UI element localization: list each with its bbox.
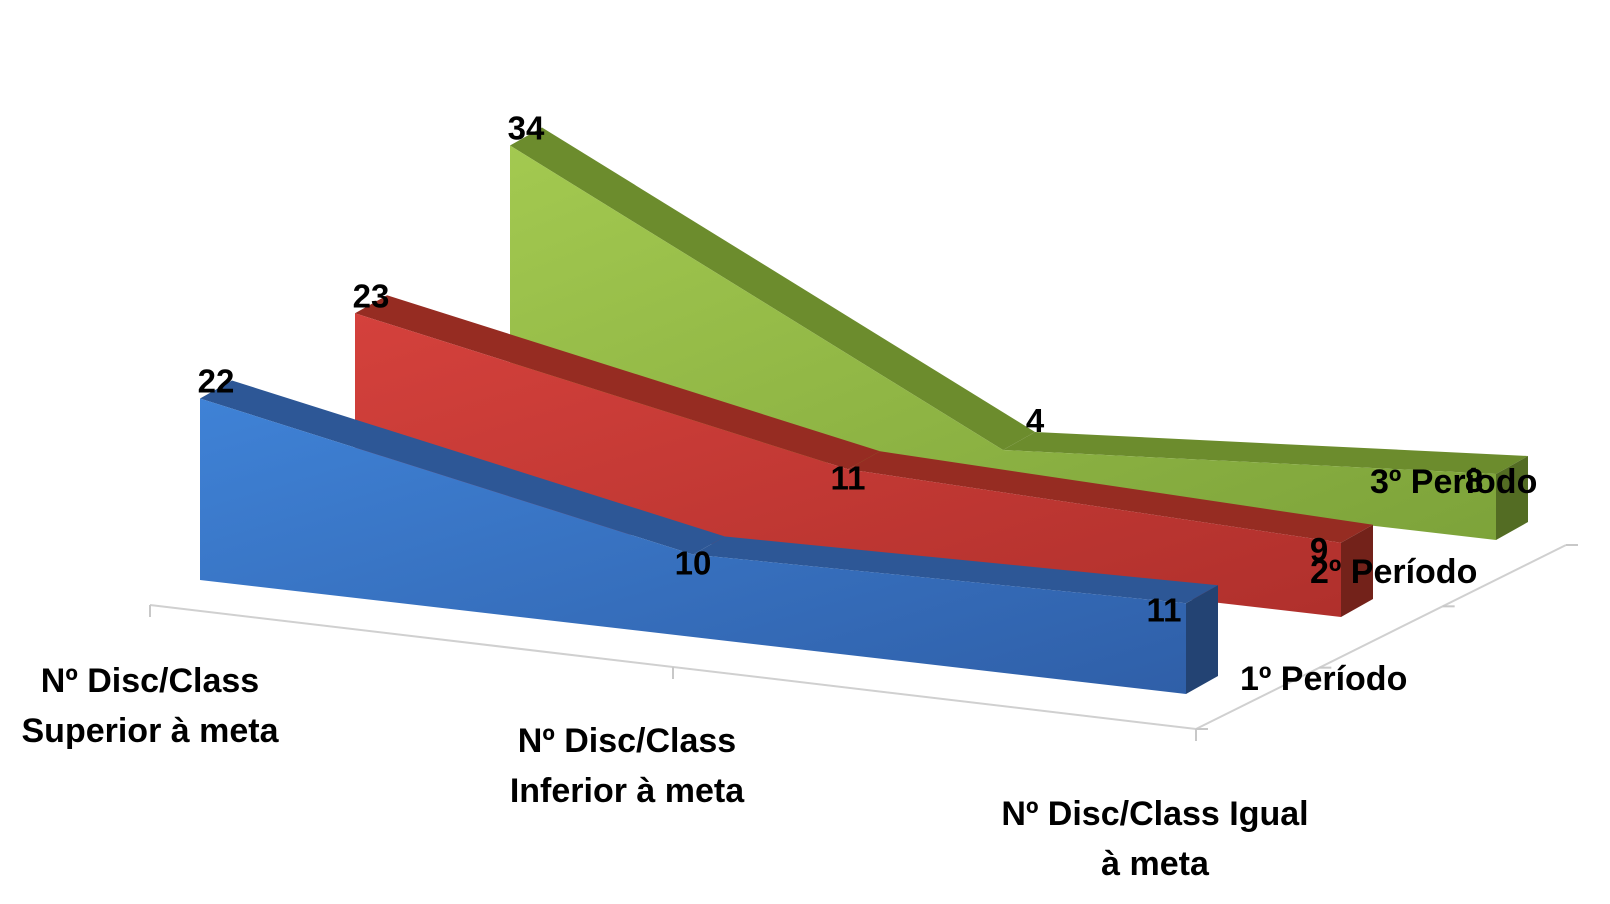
series-1-top-face	[200, 380, 725, 555]
data-label-series-1-cat-3: 11	[1147, 591, 1182, 628]
data-label-series-3-cat-3: 8	[1465, 462, 1483, 499]
category-label-3: Nº Disc/Class Igual à meta	[1001, 795, 1308, 883]
series-label-3: 3º Período	[1370, 463, 1537, 501]
series-3-top-face	[510, 127, 1035, 450]
series-1-slab	[200, 380, 1218, 694]
series-2-top-face	[848, 451, 1373, 543]
series-layer	[200, 127, 1528, 694]
series-1-top-face	[693, 536, 1218, 604]
series-3-top-face	[1003, 432, 1528, 474]
series-1-end-face	[1186, 585, 1218, 694]
category-label-2: Nº Disc/Class Inferior à meta	[510, 722, 745, 810]
data-label-series-2-cat-2: 11	[831, 459, 866, 496]
data-label-series-3-cat-2: 4	[1026, 402, 1045, 439]
series-2-front-face	[355, 313, 1341, 617]
category-labels: Nº Disc/Class Superior à meta Nº Disc/Clas…	[22, 662, 1309, 883]
series-labels: 1º Período 2º Período 3º Período	[1240, 463, 1537, 698]
series-label-2: 2º Período	[1310, 553, 1477, 591]
series-2-slab	[355, 295, 1373, 617]
data-label-series-2-cat-1: 23	[353, 277, 390, 314]
data-labels: 34 4 8 23 11 9 22 10 11	[198, 110, 1484, 629]
series-3-end-face	[1496, 456, 1528, 540]
series-label-1: 1º Período	[1240, 660, 1407, 698]
chart-floor	[149, 544, 1578, 741]
data-label-series-1-cat-1: 22	[198, 363, 235, 400]
data-label-series-1-cat-2: 10	[675, 545, 712, 582]
data-label-series-3-cat-1: 34	[508, 110, 545, 147]
series-1-front-face	[200, 398, 1186, 694]
series-2-end-face	[1341, 524, 1373, 617]
data-label-series-2-cat-3: 9	[1310, 531, 1328, 568]
category-label-1: Nº Disc/Class Superior à meta	[22, 662, 280, 750]
series-2-top-face	[355, 295, 880, 470]
